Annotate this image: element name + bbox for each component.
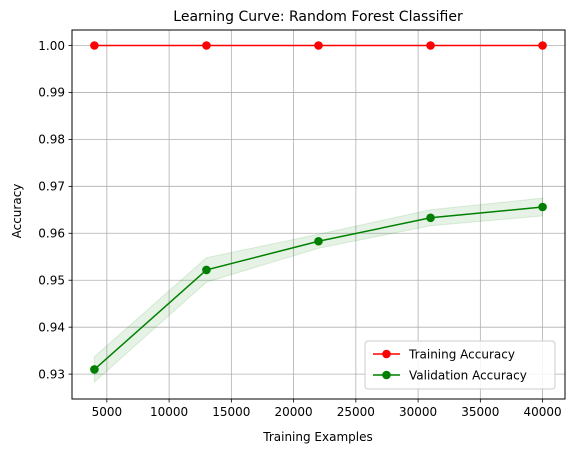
- x-tick-label: 5000: [92, 405, 123, 419]
- x-tick-label: 35000: [461, 405, 499, 419]
- y-tick-label: 0.97: [38, 180, 65, 194]
- x-tick-label: 10000: [150, 405, 188, 419]
- validation-accuracy-legend-label: Validation Accuracy: [409, 368, 527, 382]
- validation-accuracy-point: [90, 365, 99, 374]
- training-accuracy-legend-marker: [382, 349, 391, 359]
- y-tick-label: 0.93: [38, 367, 65, 381]
- training-accuracy-point: [90, 41, 99, 50]
- y-tick-label: 0.95: [38, 274, 65, 288]
- validation-accuracy-point: [426, 213, 435, 223]
- x-axis-ticks: 5000 10000 15000 20000 25000 30000 35000 40000: [92, 399, 562, 419]
- y-tick-label: 0.99: [38, 86, 65, 100]
- training-accuracy-legend-label: Training Accuracy: [408, 347, 515, 361]
- x-tick-label: 40000: [523, 405, 561, 419]
- grid-lines: [72, 30, 565, 399]
- y-axis-ticks: 0.93 0.94 0.95 0.96 0.97 0.98 0.99 1.00: [38, 39, 72, 381]
- plot-frame: [71, 29, 566, 400]
- x-tick-label: 25000: [337, 405, 375, 419]
- y-tick-label: 1.00: [38, 39, 65, 53]
- validation-accuracy-point: [202, 265, 211, 275]
- training-accuracy-point: [202, 41, 211, 50]
- training-accuracy-point: [426, 41, 435, 50]
- y-tick-label: 0.96: [38, 227, 65, 241]
- y-axis-title: Accuracy: [10, 184, 24, 239]
- validation-accuracy-legend-marker: [382, 370, 391, 380]
- x-axis-title: Training Examples: [262, 430, 372, 444]
- x-tick-label: 30000: [399, 405, 437, 419]
- validation-accuracy-point: [538, 202, 547, 212]
- training-accuracy-point: [314, 41, 323, 50]
- legend-box: [364, 340, 556, 390]
- validation-accuracy-point: [314, 236, 323, 246]
- training-accuracy-point: [538, 41, 547, 50]
- y-tick-label: 0.94: [38, 320, 65, 334]
- x-tick-label: 15000: [212, 405, 250, 419]
- legend: Training Accuracy Validation Accuracy: [364, 340, 556, 390]
- y-tick-label: 0.98: [38, 133, 65, 147]
- chart-title: Learning Curve: Random Forest Classifier: [173, 9, 463, 25]
- series-markers: [90, 41, 547, 374]
- x-tick-label: 20000: [275, 405, 313, 419]
